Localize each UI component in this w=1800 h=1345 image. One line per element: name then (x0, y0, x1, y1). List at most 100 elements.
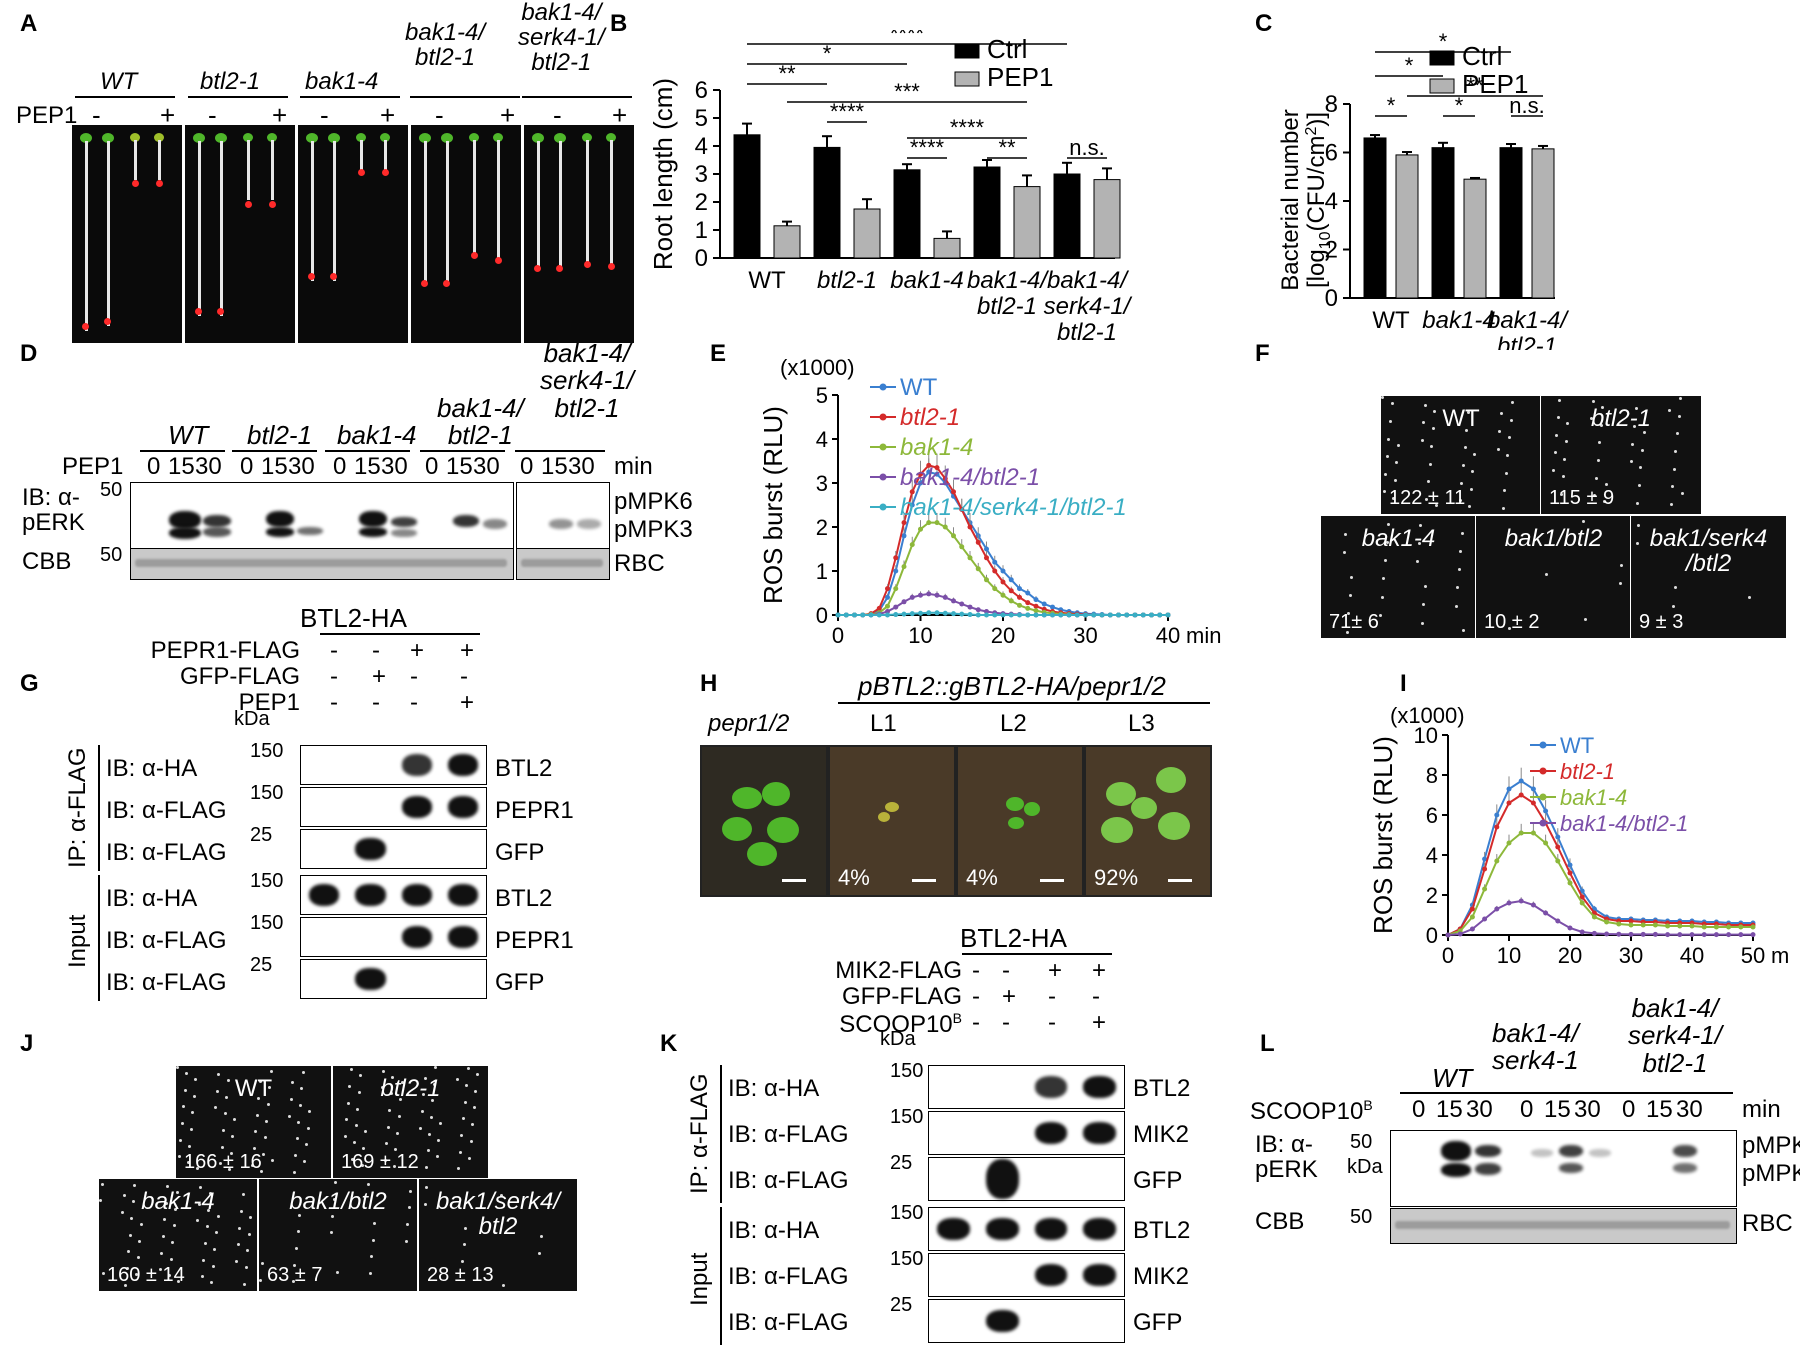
band-label: BTL2 (495, 755, 553, 782)
data-point (1750, 932, 1756, 938)
callose-deposit (1506, 453, 1510, 457)
count-label: 122 ± 11 (1389, 487, 1466, 509)
count-label: 10 ± 2 (1484, 611, 1540, 633)
genotype-label: bak1-4/ serk4-1/ btl2-1 (518, 0, 605, 77)
callose-deposit (351, 1157, 355, 1161)
data-point (893, 586, 899, 592)
data-point (1482, 916, 1488, 922)
significance-label: ** (1466, 73, 1484, 98)
sign: - (1002, 1009, 1010, 1036)
band-label: GFP (495, 839, 545, 866)
data-point (959, 611, 965, 617)
protein-band (985, 1159, 1019, 1199)
data-point (1017, 612, 1022, 618)
blot-strip (300, 917, 487, 957)
callose-deposit (183, 1088, 187, 1092)
callose-deposit (182, 1105, 186, 1109)
minus-sign: - (553, 100, 562, 130)
y-tick-label: 0 (816, 603, 828, 628)
data-point (1628, 922, 1634, 928)
data-point (1567, 925, 1573, 931)
protein-band (309, 884, 340, 906)
data-point (1041, 612, 1047, 618)
cbb-blot (516, 548, 610, 580)
protein-band (401, 926, 432, 948)
callose-deposit (1558, 398, 1562, 402)
legend-label: btl2-1 (1560, 759, 1615, 784)
protein-band (401, 884, 432, 906)
row-label: MIK2-FLAG (835, 957, 962, 984)
callose-deposit (1422, 603, 1426, 607)
protein-band (447, 926, 478, 948)
legend-swatch (954, 71, 980, 87)
callose-deposit (1496, 447, 1500, 451)
data-point (918, 610, 923, 616)
significance-label: *** (894, 79, 920, 104)
callose-deposit (197, 1202, 201, 1206)
callose-deposit (1382, 490, 1386, 494)
data-point (1008, 612, 1014, 618)
ib-label: IB: α-HA (106, 755, 198, 782)
callose-deposit (160, 1251, 164, 1255)
callose-deposit (1390, 402, 1394, 406)
time-label: 30 (381, 453, 408, 480)
data-point (1008, 588, 1014, 594)
image-label: WT (234, 1075, 273, 1102)
mw-marker: 50 (1350, 1131, 1373, 1153)
legend-marker (879, 443, 887, 451)
legend-marker (879, 503, 887, 511)
mw-marker: 150 (890, 1248, 924, 1270)
data-point (1713, 924, 1719, 930)
count-label: 71± 6 (1329, 611, 1379, 633)
callose-deposit (133, 1183, 137, 1187)
data-point (1738, 924, 1744, 930)
callose-deposit (251, 1163, 255, 1167)
callose-deposit (1498, 429, 1502, 433)
callose-deposit (428, 1132, 432, 1136)
callose-deposit (216, 1214, 220, 1218)
data-point (1652, 931, 1658, 937)
data-point (1628, 918, 1634, 924)
data-point (918, 592, 923, 598)
data-point (1099, 612, 1105, 618)
sign: - (972, 1009, 980, 1036)
callose-deposit (1669, 502, 1673, 506)
category-label: bak1-4/ (967, 267, 1049, 294)
significance-label: * (1439, 30, 1448, 54)
mw-marker: 50 (100, 544, 123, 566)
data-point (951, 489, 956, 495)
callose-deposit (215, 1089, 219, 1093)
plant-label: L1 (870, 710, 897, 737)
data-point (901, 599, 907, 605)
seedling-photo (524, 125, 634, 343)
legend-label: bak1-4/serk4-1/btl2-1 (900, 494, 1127, 521)
data-point (959, 544, 965, 550)
plant-label: L3 (1128, 710, 1155, 737)
row-label: SCOOP10B (839, 1010, 962, 1038)
callose-deposit (258, 1080, 262, 1084)
callose-deposit (222, 1129, 226, 1133)
genotype-label: bak1-4/ btl2-1 (405, 19, 486, 72)
data-point (959, 506, 965, 512)
callose-deposit (1392, 496, 1396, 500)
callose-deposit (1508, 436, 1511, 440)
sign: - (972, 957, 980, 984)
data-point (893, 555, 899, 561)
callose-deposit (335, 1270, 339, 1274)
data-point (1008, 598, 1014, 604)
data-point (1091, 612, 1097, 618)
callose-deposit (1500, 412, 1504, 416)
image-label: bak1-4 (1361, 525, 1436, 552)
y-axis-label: [log10(CFU/cm2)] (1303, 112, 1334, 288)
callose-deposit (1563, 457, 1567, 461)
y-tick-label: 0 (1426, 923, 1438, 948)
callose-deposit (1385, 540, 1389, 544)
microscopy-image: btl2-1 115 ± 9 (1540, 395, 1702, 515)
callose-deposit (268, 1086, 272, 1090)
bar (1463, 178, 1487, 299)
protein-band (355, 884, 386, 906)
survival-percent: 4% (838, 865, 870, 890)
callose-deposit (1457, 568, 1461, 572)
data-point (1050, 612, 1055, 618)
data-point (1116, 612, 1121, 618)
